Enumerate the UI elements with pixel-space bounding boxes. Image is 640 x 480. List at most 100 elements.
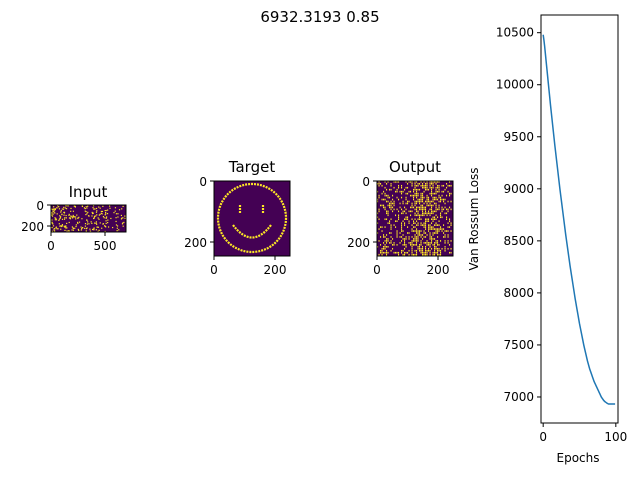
output-spike bbox=[411, 182, 413, 185]
input-spike bbox=[53, 228, 55, 230]
target-xtick-label: 200 bbox=[264, 263, 287, 277]
output-spike bbox=[377, 198, 379, 201]
output-spike bbox=[384, 208, 386, 211]
output-spike bbox=[411, 249, 413, 252]
output-spike bbox=[435, 188, 437, 191]
output-spike bbox=[410, 194, 412, 197]
input-spike bbox=[91, 215, 93, 217]
input-spike bbox=[70, 210, 72, 212]
input-spike bbox=[105, 213, 107, 215]
output-spike bbox=[426, 186, 428, 189]
output-spike bbox=[408, 242, 410, 244]
output-spike bbox=[386, 253, 388, 256]
output-spike bbox=[378, 253, 380, 256]
output-spike bbox=[390, 242, 392, 244]
output-spike bbox=[384, 218, 386, 221]
output-spike bbox=[396, 230, 398, 232]
output-spike bbox=[444, 234, 446, 236]
input-spike bbox=[116, 227, 118, 229]
output-spike bbox=[384, 244, 386, 246]
output-spike bbox=[420, 192, 422, 195]
output-spike bbox=[407, 216, 409, 219]
output-spike bbox=[396, 234, 398, 236]
output-spike bbox=[381, 247, 383, 250]
output-spike bbox=[414, 214, 416, 217]
output-spike bbox=[414, 188, 416, 191]
output-spike bbox=[428, 230, 430, 232]
output-spike bbox=[390, 202, 392, 205]
output-spike bbox=[438, 194, 440, 197]
output-spike bbox=[434, 218, 436, 221]
output-panel: Output 0 200 0 200 bbox=[347, 158, 454, 277]
output-spike bbox=[414, 204, 416, 207]
output-spike bbox=[426, 194, 428, 197]
output-spike bbox=[438, 249, 440, 252]
input-spike bbox=[87, 221, 89, 223]
output-spike bbox=[444, 246, 446, 248]
output-spike bbox=[428, 212, 430, 215]
input-spike bbox=[105, 222, 107, 225]
output-spike bbox=[428, 200, 430, 203]
output-spike bbox=[447, 247, 449, 250]
output-spike bbox=[447, 222, 449, 224]
output-title: Output bbox=[389, 158, 441, 176]
output-spike bbox=[426, 244, 428, 246]
output-spike bbox=[417, 206, 419, 209]
input-spike bbox=[53, 209, 55, 211]
output-spike bbox=[416, 200, 418, 203]
output-spike bbox=[428, 242, 430, 244]
input-spike bbox=[122, 217, 124, 219]
output-spike bbox=[404, 244, 406, 246]
output-spike bbox=[399, 202, 401, 205]
output-spike bbox=[416, 220, 418, 222]
output-spike bbox=[429, 181, 431, 183]
output-spike bbox=[422, 210, 424, 213]
output-spike bbox=[444, 188, 446, 191]
output-spike bbox=[381, 204, 383, 207]
output-spike bbox=[422, 249, 424, 252]
input-spike bbox=[57, 205, 59, 207]
output-spike bbox=[420, 249, 422, 252]
output-spike bbox=[414, 202, 416, 205]
output-spike bbox=[408, 200, 410, 203]
output-spike bbox=[429, 202, 431, 205]
output-spike bbox=[396, 244, 398, 246]
output-spike bbox=[434, 242, 436, 244]
output-spike bbox=[387, 210, 389, 213]
output-spike bbox=[390, 182, 392, 185]
output-spike bbox=[402, 234, 404, 236]
output-spike bbox=[414, 186, 416, 189]
output-spike bbox=[450, 251, 452, 254]
input-spike bbox=[56, 207, 58, 209]
output-spike bbox=[434, 251, 436, 254]
output-spike bbox=[396, 190, 398, 193]
output-spike bbox=[386, 182, 388, 185]
input-spike bbox=[100, 210, 102, 213]
target-title: Target bbox=[228, 158, 276, 176]
output-spike bbox=[387, 181, 389, 183]
input-spike bbox=[68, 230, 70, 232]
input-spike bbox=[102, 205, 104, 207]
input-spike bbox=[72, 217, 74, 219]
input-spike bbox=[109, 207, 111, 209]
output-spike bbox=[434, 196, 436, 199]
output-spike bbox=[402, 190, 404, 193]
input-spike bbox=[107, 222, 109, 224]
output-spike bbox=[432, 220, 434, 222]
loss-xlabel: Epochs bbox=[557, 451, 600, 465]
output-spike bbox=[419, 247, 421, 250]
input-spike bbox=[84, 223, 87, 225]
output-spike bbox=[423, 226, 425, 228]
output-spike bbox=[429, 208, 431, 211]
input-spike bbox=[118, 229, 120, 231]
output-spike bbox=[401, 190, 403, 193]
input-spike bbox=[114, 210, 116, 212]
input-spike bbox=[52, 223, 54, 225]
input-spike bbox=[103, 217, 105, 219]
input-spike bbox=[122, 205, 124, 208]
input-spike bbox=[60, 216, 62, 218]
input-spike bbox=[60, 228, 62, 230]
output-spike bbox=[401, 222, 403, 224]
output-spike bbox=[426, 214, 428, 217]
